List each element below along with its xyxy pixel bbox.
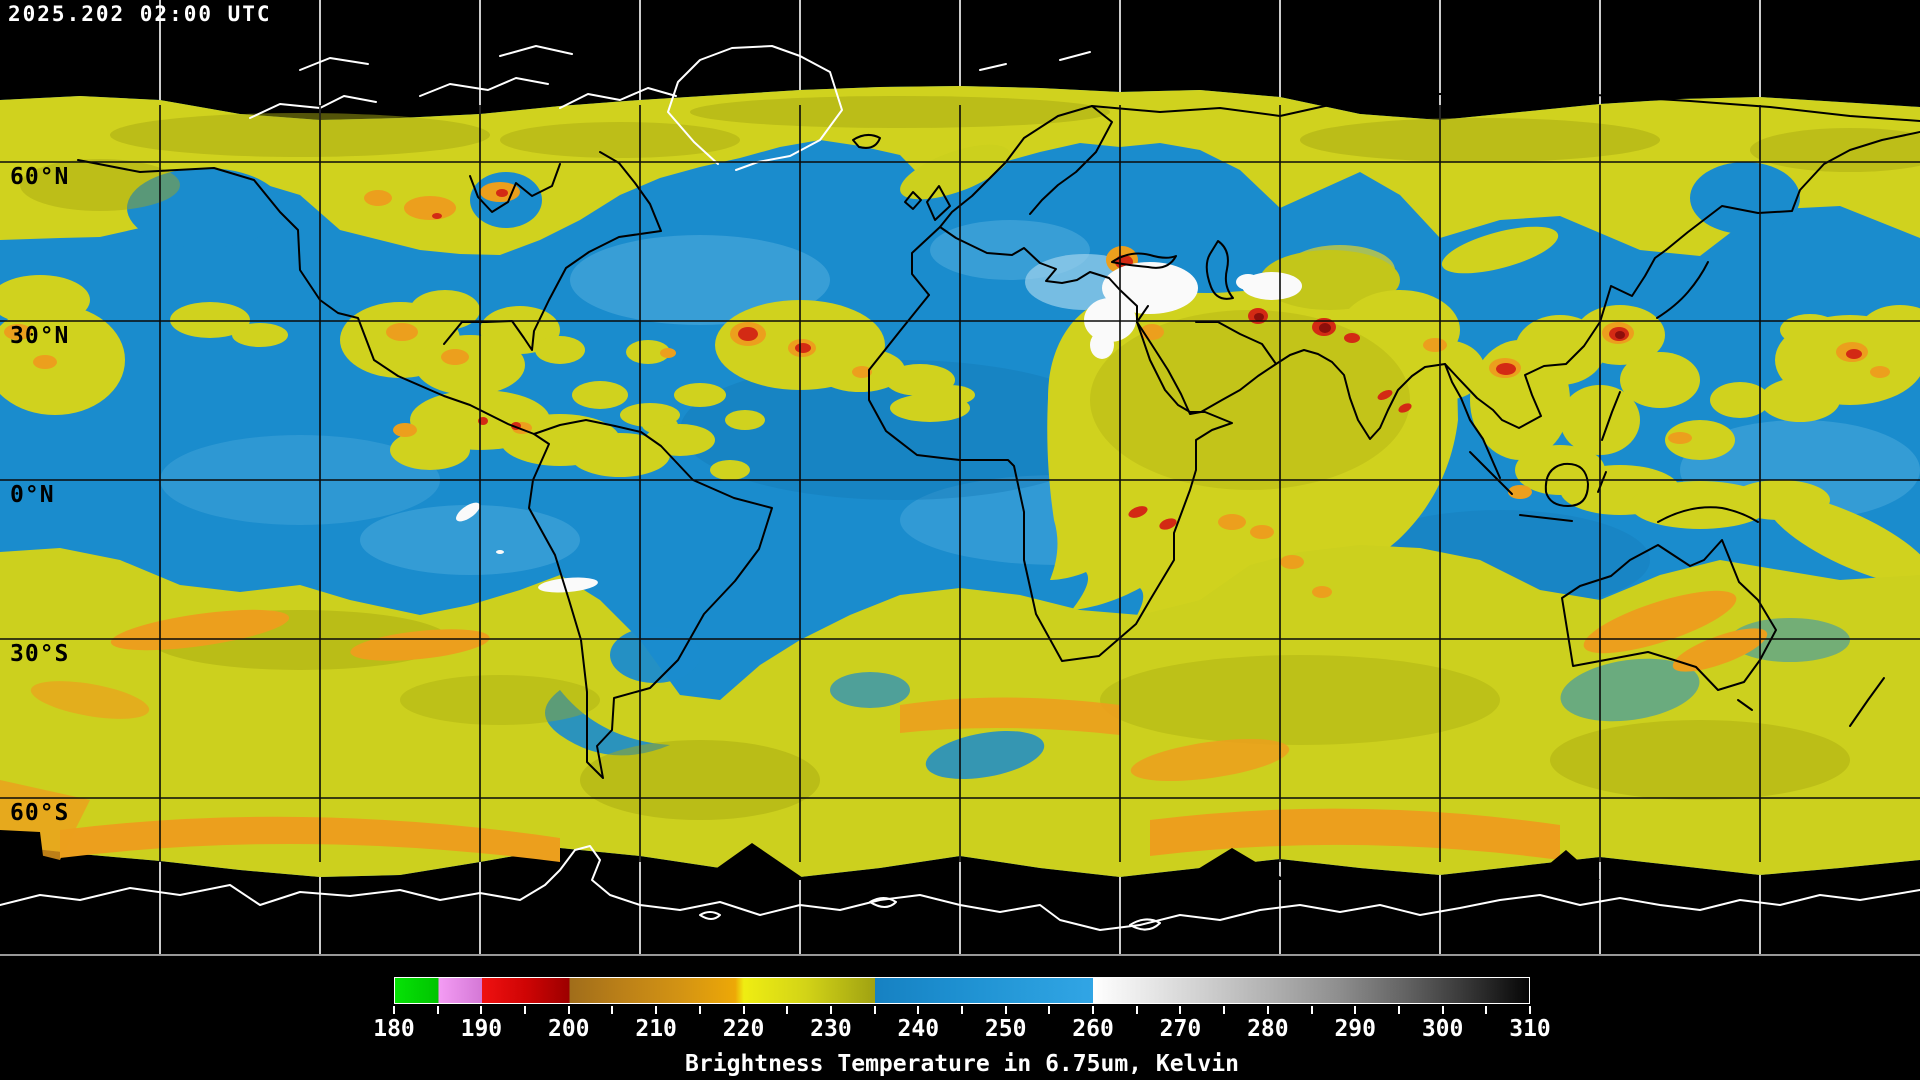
- latitude-label-60n: 60°N: [10, 164, 70, 190]
- water-vapor-map: [0, 0, 1920, 957]
- colorbar-tick-label: 180: [373, 1016, 415, 1042]
- colorbar-tick-mark: [1223, 1006, 1226, 1014]
- colorbar-tick-label: 220: [722, 1016, 765, 1042]
- colorbar-tick-mark: [917, 1006, 920, 1014]
- colorbar-tick-label: 260: [1072, 1016, 1114, 1042]
- colorbar-tick-mark: [1529, 1006, 1531, 1014]
- colorbar-tick-mark: [1397, 1006, 1400, 1014]
- colorbar-tick-label: 270: [1159, 1016, 1202, 1042]
- colorbar-tick-mark: [1266, 1006, 1269, 1014]
- colorbar-tick-mark: [961, 1006, 963, 1014]
- colorbar: 180 190 200 210 220 230 240 250 260 270 280 290 300 3…: [373, 977, 1551, 1080]
- colorbar-tick-mark: [698, 1006, 701, 1014]
- colorbar-tick-mark: [1485, 1006, 1488, 1014]
- colorbar-tick-mark: [480, 1006, 483, 1014]
- colorbar-tick-mark: [655, 1006, 658, 1014]
- colorbar-tick-label: 190: [460, 1016, 503, 1042]
- timestamp-label: 2025.202 02:00 UTC: [8, 2, 272, 26]
- colorbar-tick-mark: [611, 1006, 614, 1014]
- colorbar-tick-mark: [742, 1006, 745, 1014]
- latitude-label-60s: 60°S: [10, 800, 70, 826]
- swath-edge-notches: [0, 830, 1600, 880]
- colorbar-tick-label: 240: [897, 1016, 940, 1042]
- latitude-label-30n: 30°N: [10, 323, 70, 349]
- colorbar-tick-mark: [1441, 1006, 1444, 1014]
- colorbar-tick-mark: [1048, 1006, 1051, 1014]
- colorbar-tick-mark: [1092, 1006, 1095, 1014]
- colorbar-tick-mark: [786, 1006, 789, 1014]
- colorbar-tick-mark: [393, 1006, 395, 1014]
- cloud-layer-red: [432, 189, 1862, 530]
- colorbar-tick-label: 200: [547, 1016, 590, 1042]
- latitude-label-30s: 30°S: [10, 641, 70, 667]
- colorbar-tick-label: 300: [1421, 1016, 1464, 1042]
- colorbar-tick-mark: [567, 1006, 570, 1014]
- cloud-layer-white-warm: [456, 262, 1302, 593]
- colorbar-tick-mark: [1310, 1006, 1313, 1014]
- colorbar-tick-label: 210: [635, 1016, 677, 1042]
- colorbar-tick-mark: [1354, 1006, 1357, 1014]
- colorbar-gradient-bar: [394, 977, 1530, 1004]
- colorbar-tick-mark: [1135, 1006, 1138, 1014]
- colorbar-tick-mark: [524, 1006, 527, 1014]
- colorbar-tick-mark: [873, 1006, 876, 1014]
- coastlines-black: [77, 89, 1920, 779]
- colorbar-tick-mark: [829, 1006, 832, 1014]
- graticule-black-layer: [0, 105, 1920, 862]
- colorbar-tick-label: 250: [984, 1016, 1027, 1042]
- colorbar-caption: Brightness Temperature in 6.75um, Kelvin: [685, 1051, 1239, 1077]
- colorbar-tick-label: 290: [1334, 1016, 1376, 1042]
- colorbar-tick-label: 230: [810, 1016, 852, 1042]
- colorbar-tick-mark: [1004, 1006, 1007, 1014]
- colorbar-tick-label: 310: [1509, 1016, 1551, 1042]
- colorbar-tick-label: 280: [1247, 1016, 1289, 1042]
- colorbar-tick-mark: [436, 1006, 439, 1014]
- colorbar-tick-mark: [1179, 1006, 1182, 1014]
- latitude-label-0n: 0°N: [10, 482, 55, 508]
